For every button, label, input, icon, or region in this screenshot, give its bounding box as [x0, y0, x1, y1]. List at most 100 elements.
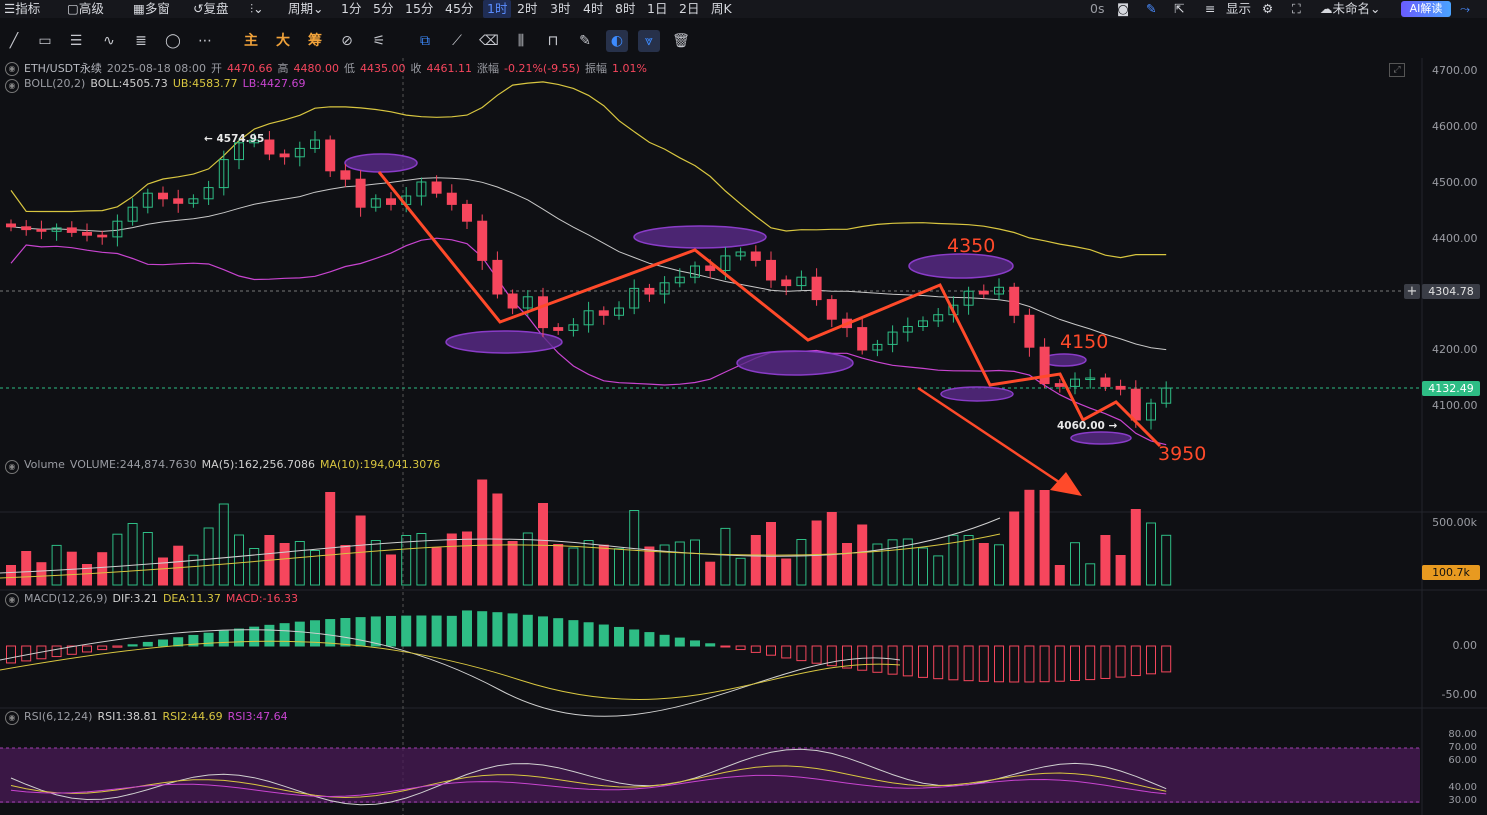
wave-icon[interactable]: ∿ — [103, 33, 115, 49]
parallel-lines-icon[interactable]: ☰ — [69, 33, 83, 49]
eye-icon[interactable]: ◉ — [5, 711, 19, 725]
candle-body — [249, 139, 260, 144]
macd-bar — [249, 626, 260, 647]
macd-bar — [811, 645, 822, 664]
interval-15m[interactable]: 15分 — [405, 1, 434, 16]
candle-body — [446, 192, 457, 205]
trendline-icon[interactable]: ╱ — [9, 33, 19, 49]
add-alert-icon[interactable]: + — [1404, 284, 1420, 299]
candle-body — [51, 227, 62, 232]
chart-type-icon[interactable]: ⫶⌄ — [250, 1, 264, 16]
settings-icon[interactable]: ⚙ — [1262, 1, 1274, 16]
top-menu-bar: ☰指标 ▢高级 ▦多窗 ↺复盘 ⫶⌄ 周期⌄ 1分 5分 15分 45分 1时 … — [0, 0, 1487, 18]
indicator-menu[interactable]: ☰指标 — [4, 1, 41, 16]
macd-histogram — [0, 610, 1172, 717]
replay-menu[interactable]: ↺复盘 — [193, 1, 229, 16]
volume-bar — [1039, 490, 1050, 586]
eraser-icon[interactable]: ⌫ — [479, 33, 499, 49]
lock-icon[interactable]: ⊓ — [547, 33, 559, 49]
boll-lower-line — [10, 237, 1167, 446]
layout-name-dropdown[interactable]: ☁未命名⌄ — [1320, 1, 1381, 16]
fib-icon[interactable]: ≣ — [135, 33, 147, 49]
macd-bar — [416, 615, 427, 647]
brush-icon[interactable]: ⚟ — [372, 33, 386, 49]
multi-window-menu[interactable]: ▦多窗 — [133, 1, 170, 16]
macd-bar — [234, 628, 244, 647]
chips-toggle[interactable]: 筹 — [308, 33, 322, 49]
candle-body — [933, 314, 944, 322]
macd-bar — [51, 645, 62, 658]
compare-icon[interactable]: ⫼ — [517, 33, 525, 49]
volume-bar — [234, 534, 244, 586]
calc-icon[interactable]: ⊘ — [341, 33, 353, 49]
eye-icon[interactable]: ◉ — [5, 79, 19, 93]
candle-body — [568, 324, 579, 331]
eye-icon[interactable]: ◉ — [5, 593, 19, 607]
volume-current-tag: 100.7k — [1422, 565, 1480, 580]
interval-1h[interactable]: 1时 — [483, 0, 512, 18]
candle-body — [234, 142, 244, 161]
candle-body — [1100, 377, 1111, 387]
fullscreen-icon[interactable]: ⛶ — [1292, 1, 1301, 16]
macd-dea-line — [0, 640, 901, 700]
volume-bar — [781, 558, 792, 586]
candle-body — [158, 192, 168, 200]
macd-bar — [933, 645, 944, 680]
candle-body — [629, 287, 640, 309]
interval-3h[interactable]: 3时 — [550, 1, 571, 16]
rectangle-icon[interactable]: ▭ — [38, 33, 52, 49]
pencil-icon[interactable]: ✎ — [1146, 1, 1157, 16]
share-icon[interactable]: ⤳ — [1460, 1, 1471, 16]
volume-bar — [1115, 555, 1126, 586]
filter-icon[interactable]: ⩔ — [638, 30, 660, 52]
candle-body — [355, 178, 366, 208]
expand-icon[interactable]: ⤢ — [1389, 63, 1405, 77]
interval-4h[interactable]: 4时 — [583, 1, 604, 16]
candle-body — [538, 296, 548, 329]
candle-body — [310, 139, 320, 149]
list-icon[interactable]: ≡ — [1205, 1, 1216, 16]
period-dropdown[interactable]: 周期⌄ — [288, 1, 324, 16]
interval-2d[interactable]: 2日 — [679, 1, 700, 16]
magnet-icon[interactable]: ◐ — [606, 30, 628, 52]
interval-2h[interactable]: 2时 — [517, 1, 538, 16]
boll-mid-line — [10, 177, 1167, 351]
volume-bar — [1024, 489, 1035, 586]
eye-icon[interactable]: ◉ — [5, 460, 19, 474]
chart-canvas[interactable] — [0, 58, 1487, 815]
candle-body — [6, 223, 16, 228]
ai-analysis-button[interactable]: AI解读 — [1401, 1, 1451, 17]
external-icon[interactable]: ⇱ — [1174, 1, 1185, 16]
interval-45m[interactable]: 45分 — [445, 1, 474, 16]
macd-bar — [66, 645, 77, 655]
volume-bar — [1100, 535, 1111, 586]
interval-1m[interactable]: 1分 — [341, 1, 362, 16]
candle-body — [82, 231, 92, 236]
interval-1w[interactable]: 周K — [711, 1, 732, 16]
volume-bar — [340, 545, 351, 586]
eye-icon[interactable]: ◉ — [5, 62, 19, 76]
rsi-tick: 40.00 — [1448, 782, 1477, 793]
advanced-menu[interactable]: ▢高级 — [67, 1, 104, 16]
price-tick: 4200.00 — [1432, 343, 1478, 356]
interval-8h[interactable]: 8时 — [615, 1, 636, 16]
trash-icon[interactable]: 🗑 — [672, 33, 690, 49]
ellipse-icon[interactable]: ◯ — [165, 33, 181, 49]
display-button[interactable]: 显示 — [1226, 1, 1252, 16]
interval-5m[interactable]: 5分 — [373, 1, 394, 16]
interval-1d[interactable]: 1日 — [647, 1, 668, 16]
boll-legend: BOLL(20,2) BOLL:4505.73 UB:4583.77 LB:4427.… — [24, 77, 306, 90]
camera-icon[interactable]: ◙ — [1117, 1, 1130, 16]
zone-ellipse — [633, 225, 767, 249]
more-icon[interactable]: ⋯ — [198, 33, 212, 49]
main-indicator-toggle[interactable]: 主 — [244, 33, 258, 49]
big-order-toggle[interactable]: 大 — [276, 33, 290, 49]
crosshair-price-tag: 4304.78 — [1422, 284, 1480, 299]
volume-bar — [598, 544, 609, 586]
candle-body — [36, 229, 47, 232]
macd-bar — [705, 643, 716, 647]
ruler-icon[interactable]: ⟋ — [452, 33, 462, 49]
edit-icon[interactable]: ✎ — [579, 33, 591, 49]
copy-icon[interactable]: ⧉ — [420, 33, 430, 49]
volume-bar — [51, 544, 62, 586]
